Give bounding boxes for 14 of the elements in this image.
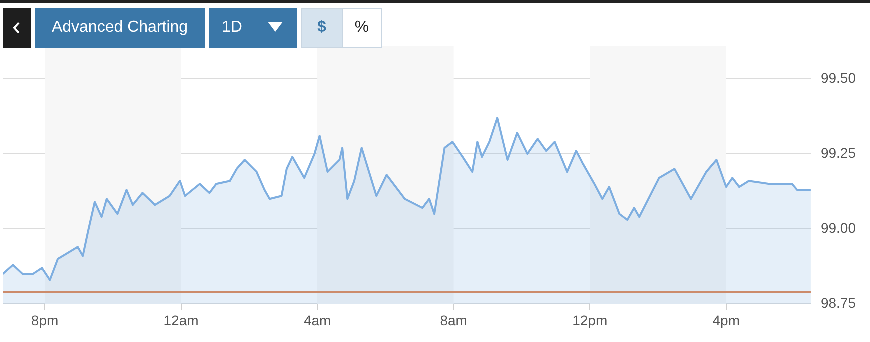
currency-toggle: $ xyxy=(301,8,343,48)
y-tick-label: 99.00 xyxy=(820,220,856,236)
y-tick-label: 99.50 xyxy=(820,70,856,86)
charting-button: Advanced Charting xyxy=(35,8,205,48)
percent-toggle: % xyxy=(342,8,382,48)
range-dropdown: 1D xyxy=(209,8,297,48)
x-tick-label: 4pm xyxy=(712,312,740,328)
x-tick-label: 12pm xyxy=(572,312,608,328)
x-tick-label: 4am xyxy=(304,312,332,328)
x-tick-label: 8pm xyxy=(31,312,59,328)
y-tick-label: 99.25 xyxy=(820,144,856,161)
x-tick-label: 8am xyxy=(440,312,468,328)
y-tick-label: 98.75 xyxy=(820,295,856,312)
x-tick-label: 12am xyxy=(164,312,199,328)
